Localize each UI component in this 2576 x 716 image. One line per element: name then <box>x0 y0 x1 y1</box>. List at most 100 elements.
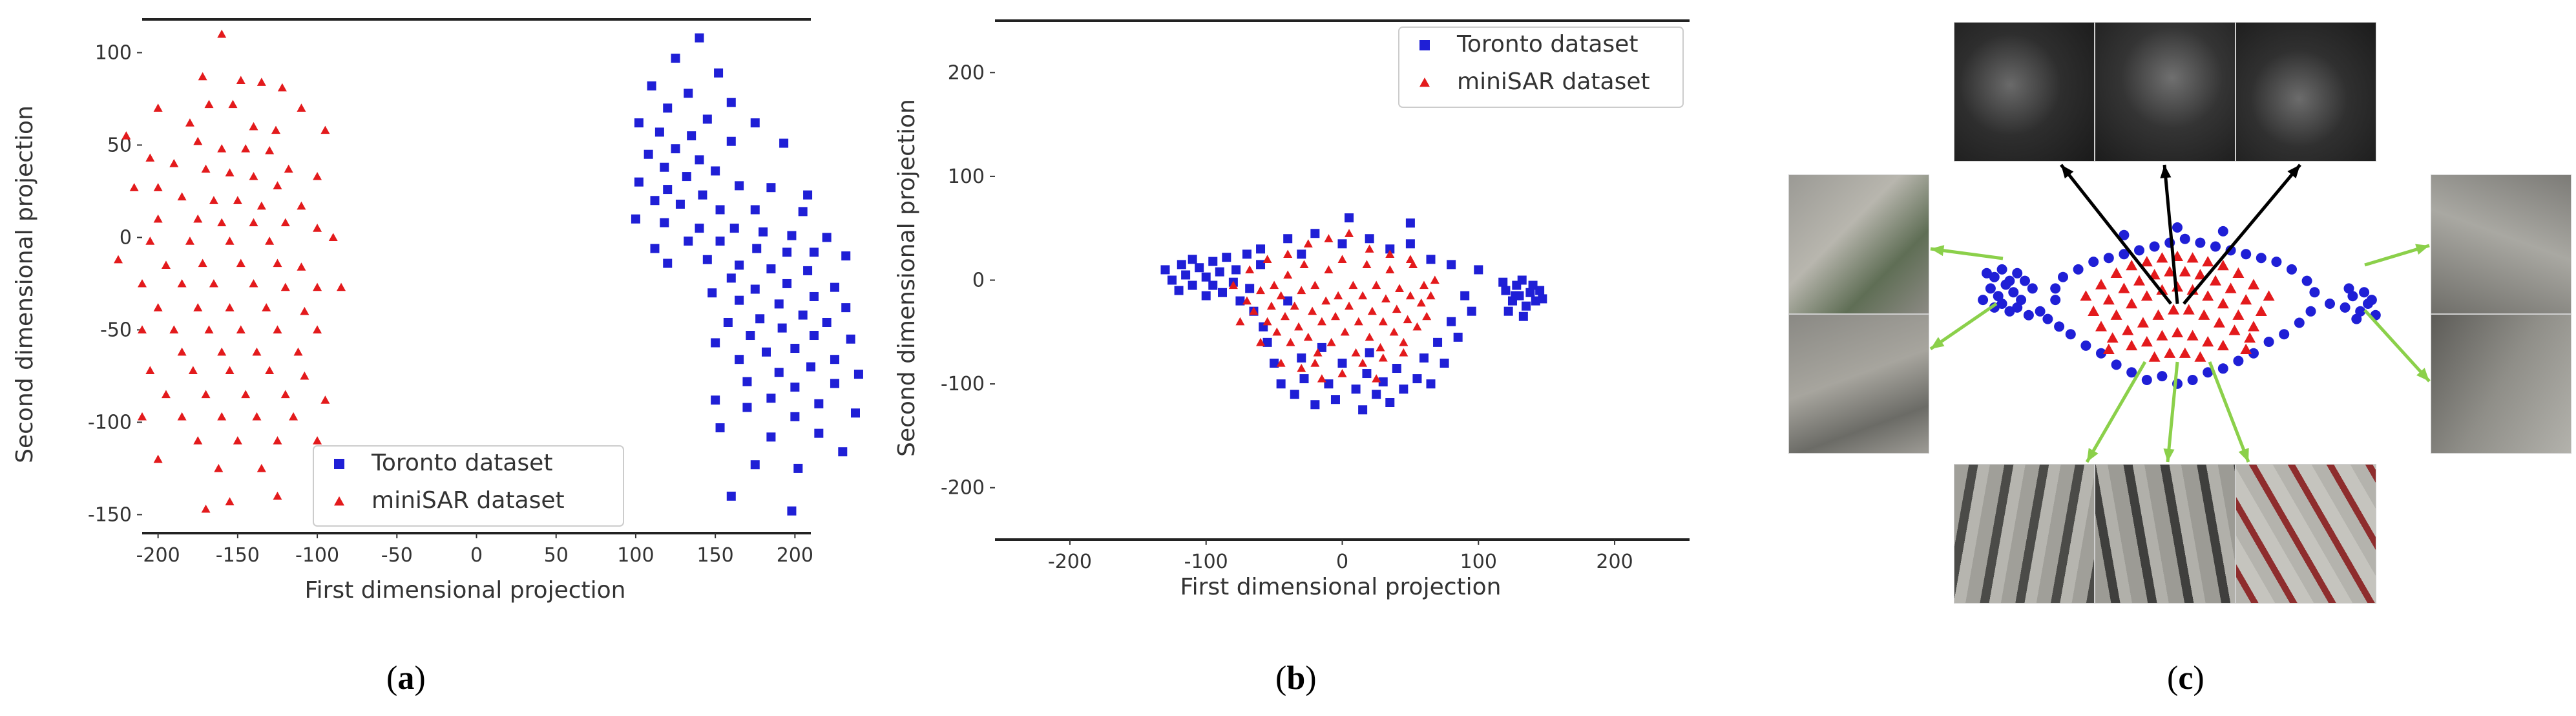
minisar-point <box>1310 358 1320 367</box>
minisar-point <box>293 347 303 356</box>
minisar-point <box>145 366 155 374</box>
toronto-point <box>1528 280 1538 290</box>
toronto-point <box>1447 317 1456 326</box>
toronto-point <box>766 432 776 442</box>
minisar-point <box>2141 256 2153 267</box>
chart-panel-b: First dimensional projection Second dime… <box>892 0 1706 620</box>
y-axis-label-a: Second dimensional projection <box>12 105 38 463</box>
minisar-point <box>129 183 139 191</box>
toronto-point <box>1310 229 1320 238</box>
minisar-point <box>265 366 275 374</box>
minisar-point <box>313 282 322 291</box>
toronto-point <box>1405 239 1415 249</box>
toronto-point <box>2351 313 2362 324</box>
minisar-point <box>1321 296 1331 305</box>
toronto-point <box>2050 295 2061 306</box>
toronto-point <box>1996 264 2007 275</box>
toronto-point <box>793 463 803 473</box>
toronto-point <box>2217 226 2228 237</box>
minisar-point <box>1283 270 1293 279</box>
toronto-point <box>654 127 664 137</box>
toronto-point <box>2340 302 2351 313</box>
toronto-point <box>806 362 815 372</box>
minisar-point <box>277 83 287 92</box>
toronto-point <box>1201 291 1211 300</box>
minisar-point <box>217 144 227 153</box>
toronto-point <box>1467 306 1476 316</box>
minisar-point <box>177 279 187 288</box>
toronto-point <box>2305 306 2316 317</box>
y-tick-label: 200 <box>948 61 985 84</box>
toronto-point <box>2187 375 2198 385</box>
minisar-point <box>2095 279 2107 290</box>
toronto-point <box>1460 291 1470 300</box>
minisar-point <box>2126 339 2138 351</box>
legend-box <box>313 445 624 527</box>
sar-image-thumbnail-3 <box>2236 22 2376 162</box>
toronto-point <box>790 344 800 353</box>
minisar-point <box>297 103 306 112</box>
arrow-to-sar-2 <box>2160 164 2179 304</box>
toronto-point <box>1426 379 1436 389</box>
minisar-point <box>193 436 203 445</box>
x-tick-label: -50 <box>381 544 413 567</box>
toronto-point <box>851 408 860 418</box>
minisar-point <box>1299 260 1309 269</box>
toronto-point <box>1433 337 1443 347</box>
toronto-point <box>671 144 680 154</box>
toronto-point <box>735 355 744 364</box>
minisar-point <box>280 390 290 399</box>
legend-toronto-marker <box>334 459 344 469</box>
toronto-point <box>1392 364 1401 374</box>
toronto-point <box>1511 291 1520 300</box>
toronto-point <box>644 149 653 159</box>
minisar-point <box>2156 330 2168 341</box>
minisar-point <box>1276 358 1286 367</box>
x-tick-label: 100 <box>1460 551 1497 573</box>
legend-box <box>1398 26 1684 108</box>
minisar-point <box>161 260 171 269</box>
minisar-point <box>289 412 298 421</box>
minisar-point <box>1385 265 1395 274</box>
toronto-point <box>2149 241 2160 252</box>
minisar-point <box>233 196 242 204</box>
minisar-point <box>169 325 179 334</box>
y-tick-label: -200 <box>941 477 985 500</box>
minisar-point <box>2232 267 2245 278</box>
toronto-point <box>841 303 851 313</box>
minisar-point <box>1290 301 1299 310</box>
minisar-point <box>273 258 282 268</box>
minisar-point <box>201 390 211 399</box>
minisar-point <box>1378 353 1388 362</box>
feature-visualization-c <box>1783 0 2576 620</box>
toronto-point <box>702 255 712 264</box>
minisar-point <box>2217 298 2229 309</box>
toronto-point <box>787 231 797 240</box>
minisar-point <box>145 237 155 245</box>
toronto-point <box>1283 296 1293 306</box>
toronto-point <box>2309 287 2320 298</box>
toronto-point <box>2119 229 2130 240</box>
toronto-point <box>1982 268 1992 279</box>
toronto-point <box>695 224 704 233</box>
x-tick-label: 150 <box>697 544 734 567</box>
minisar-point <box>1351 348 1361 357</box>
minisar-point <box>1313 348 1323 357</box>
toronto-point <box>1440 358 1449 368</box>
y-tick-label: -100 <box>941 373 985 395</box>
minisar-point <box>217 412 227 421</box>
toronto-point <box>711 166 720 176</box>
toronto-point <box>1498 277 1508 287</box>
minisar-point <box>2255 305 2267 316</box>
toronto-point <box>790 412 800 421</box>
minisar-point <box>2137 317 2149 328</box>
legend-label: Toronto dataset <box>371 450 552 476</box>
minisar-point <box>265 146 275 154</box>
toronto-point <box>762 347 771 357</box>
legend-toronto-marker <box>1419 40 1430 50</box>
minisar-point <box>2248 279 2259 290</box>
minisar-point <box>1419 280 1429 290</box>
minisar-point <box>2248 321 2259 332</box>
y-tick-label: 0 <box>120 226 132 249</box>
minisar-point <box>1426 291 1436 300</box>
